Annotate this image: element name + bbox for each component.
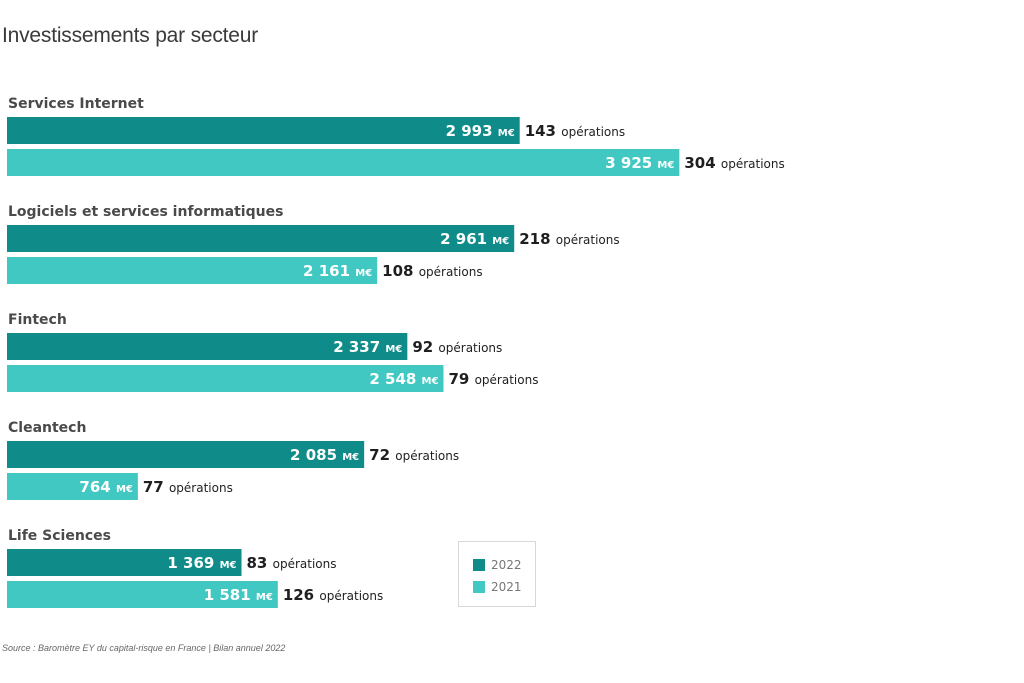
legend-swatch-2022 (473, 559, 485, 571)
bar-value-label: 764 M€ (79, 478, 132, 496)
bar-2021 (7, 365, 444, 392)
category-label: Logiciels et services informatiques (8, 204, 283, 220)
legend-item-2021: 2021 (473, 580, 522, 594)
operations-label: 108 opérations (382, 262, 482, 280)
chart-title: Investissements par secteur (2, 24, 259, 47)
operations-label: 83 opérations (247, 554, 337, 572)
operations-label: 72 opérations (369, 446, 459, 464)
bar-value-label: 2 993 M€ (446, 122, 515, 140)
legend: 2022 2021 (458, 541, 536, 607)
category-label: Cleantech (8, 420, 86, 436)
bar-2022 (7, 441, 365, 468)
category-label: Life Sciences (8, 528, 111, 544)
source-note: Source : Baromètre EY du capital-risque … (2, 643, 286, 653)
operations-label: 304 opérations (684, 154, 784, 172)
bar-2021 (7, 149, 680, 176)
bar-value-label: 2 085 M€ (290, 446, 359, 464)
legend-label-2022: 2022 (491, 558, 522, 572)
operations-label: 126 opérations (283, 586, 383, 604)
bar-2022 (7, 549, 242, 576)
bar-2021 (7, 257, 378, 284)
bar-value-label: 2 548 M€ (369, 370, 438, 388)
bar-value-label: 3 925 M€ (605, 154, 674, 172)
bar-value-label: 2 161 M€ (303, 262, 372, 280)
bar-value-label: 2 961 M€ (440, 230, 509, 248)
bar-value-label: 1 369 M€ (167, 554, 236, 572)
category-label: Fintech (8, 312, 67, 328)
bar-value-label: 2 337 M€ (333, 338, 402, 356)
operations-label: 143 opérations (525, 122, 625, 140)
operations-label: 79 opérations (448, 370, 538, 388)
bar-2022 (7, 117, 520, 144)
legend-label-2021: 2021 (491, 580, 522, 594)
category-label: Services Internet (8, 96, 144, 112)
legend-item-2022: 2022 (473, 558, 522, 572)
bar-2022 (7, 225, 515, 252)
operations-label: 92 opérations (412, 338, 502, 356)
operations-label: 77 opérations (143, 478, 233, 496)
legend-swatch-2021 (473, 581, 485, 593)
bar-2021 (7, 473, 138, 500)
bar-2022 (7, 333, 408, 360)
bar-chart: Services Internet 2 993 M€ 143 opérations 3… (7, 96, 785, 608)
bar-value-label: 1 581 M€ (204, 586, 273, 604)
bar-2021 (7, 581, 278, 608)
operations-label: 218 opérations (519, 230, 619, 248)
